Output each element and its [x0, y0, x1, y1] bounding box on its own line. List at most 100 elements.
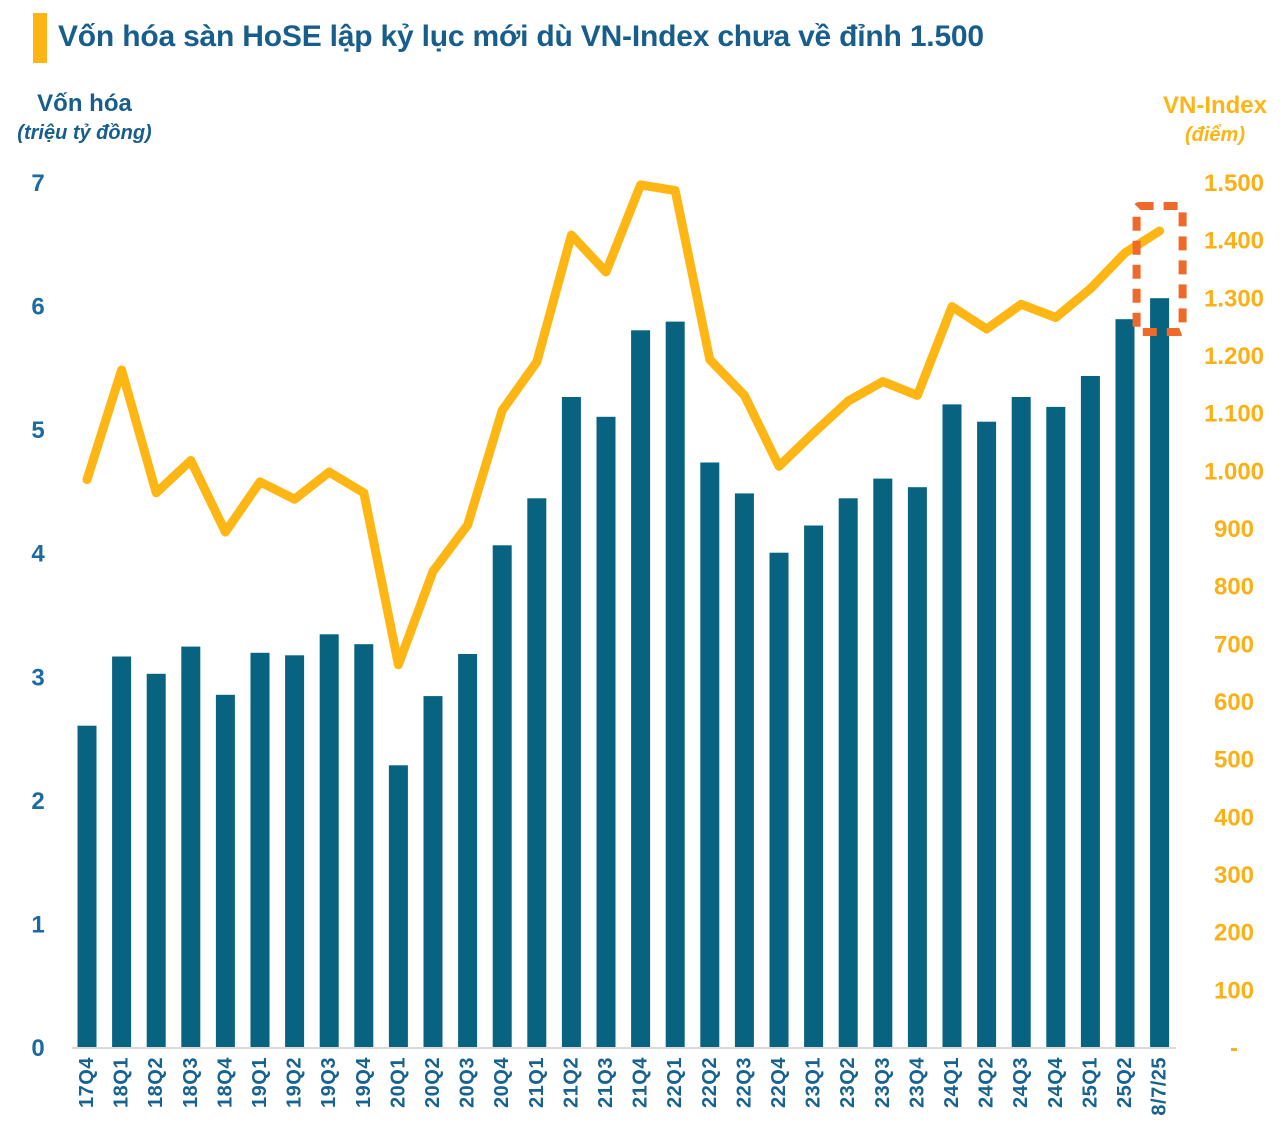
x-axis-labels: 17Q4 18Q1 18Q2 18Q3 18Q4 19Q1 19Q2 19Q3 19Q4 20Q1… [76, 1057, 1171, 1116]
bar-21Q3 [596, 416, 616, 1047]
x-label-17Q4: 17Q4 [76, 1057, 98, 1108]
left-axis-header: Vốn hóa (triệu tỷ đồng) [2, 88, 167, 147]
right-tick-500: 500 [1214, 747, 1254, 774]
left-axis-subtitle: (triệu tỷ đồng) [17, 122, 152, 145]
left-tick-4: 4 [31, 541, 45, 568]
x-label-25Q1: 25Q1 [1079, 1057, 1101, 1108]
left-tick-1: 1 [31, 911, 44, 938]
right-axis-subtitle: (điểm) [1185, 124, 1245, 147]
left-axis-ticks: 7 6 5 4 3 2 1 0 [31, 170, 45, 1062]
page-title: Vốn hóa sàn HoSE lập kỷ lục mới dù VN-In… [58, 20, 984, 53]
bar-20Q2 [423, 696, 443, 1047]
x-label-22Q3: 22Q3 [733, 1057, 755, 1108]
bar-21Q1 [527, 498, 547, 1047]
bar-22Q3 [734, 493, 754, 1047]
x-label-23Q2: 23Q2 [837, 1057, 859, 1108]
x-label-24Q4: 24Q4 [1045, 1057, 1067, 1108]
x-label-19Q2: 19Q2 [284, 1057, 306, 1108]
x-label-18Q1: 18Q1 [111, 1057, 133, 1108]
x-label-20Q1: 20Q1 [387, 1057, 409, 1108]
left-tick-6: 6 [31, 294, 44, 321]
bar-21Q2 [561, 397, 581, 1047]
right-tick-1.300: 1.300 [1204, 285, 1264, 312]
bar-22Q4 [769, 552, 789, 1047]
right-tick-1.400: 1.400 [1204, 228, 1264, 255]
x-label-20Q4: 20Q4 [491, 1057, 513, 1108]
x-label-22Q1: 22Q1 [664, 1057, 686, 1108]
bar-20Q3 [458, 654, 478, 1047]
right-tick-900: 900 [1214, 516, 1254, 543]
bar-17Q4 [77, 725, 97, 1047]
bar-19Q1 [250, 652, 270, 1047]
bar-21Q4 [631, 330, 651, 1047]
right-tick-700: 700 [1214, 631, 1254, 658]
bar-19Q2 [285, 655, 305, 1047]
bar-25Q1 [1080, 376, 1100, 1047]
bar-20Q1 [388, 765, 408, 1047]
vnindex-line [82, 180, 1165, 670]
x-label-18Q3: 18Q3 [180, 1057, 202, 1108]
bar-24Q3 [1011, 397, 1031, 1047]
left-tick-2: 2 [31, 788, 44, 815]
bar-18Q3 [181, 646, 201, 1047]
left-tick-3: 3 [31, 664, 44, 691]
right-tick-1.000: 1.000 [1204, 458, 1264, 485]
bar-24Q4 [1046, 406, 1066, 1047]
bars-series [77, 298, 1170, 1048]
bar-23Q4 [907, 487, 927, 1047]
right-tick-1.500: 1.500 [1204, 170, 1264, 197]
right-axis-ticks: 1.500 1.400 1.300 1.200 1.100 1.000 900 800 700 6… [1204, 170, 1264, 1062]
x-label-21Q3: 21Q3 [595, 1057, 617, 1108]
right-tick-300: 300 [1214, 862, 1254, 889]
x-label-19Q1: 19Q1 [249, 1057, 271, 1108]
left-tick-5: 5 [31, 417, 44, 444]
right-tick-800: 800 [1214, 574, 1254, 601]
bar-23Q1 [804, 525, 824, 1047]
bar-23Q3 [873, 478, 893, 1048]
title-accent-bar [33, 13, 47, 63]
x-label-23Q3: 23Q3 [872, 1057, 894, 1108]
x-label-21Q2: 21Q2 [560, 1057, 582, 1108]
x-label-21Q4: 21Q4 [630, 1057, 652, 1108]
x-label-18Q2: 18Q2 [145, 1057, 167, 1108]
x-label-20Q2: 20Q2 [422, 1057, 444, 1108]
bar-23Q2 [838, 498, 858, 1047]
left-tick-7: 7 [31, 170, 44, 197]
left-axis-title: Vốn hóa [37, 90, 132, 117]
bar-19Q3 [319, 634, 339, 1047]
x-label-19Q4: 19Q4 [353, 1057, 375, 1108]
x-label-20Q3: 20Q3 [457, 1057, 479, 1108]
x-label-22Q2: 22Q2 [699, 1057, 721, 1108]
x-label-23Q1: 23Q1 [803, 1057, 825, 1108]
bar-18Q4 [215, 694, 235, 1047]
right-tick-1.100: 1.100 [1204, 401, 1264, 428]
x-label-8/7/25: 8/7/25 [1149, 1057, 1171, 1116]
right-axis-title: VN-Index [1162, 92, 1267, 119]
highlight-box [1132, 202, 1187, 336]
bar-18Q2 [146, 673, 166, 1047]
bar-24Q2 [977, 421, 997, 1047]
x-label-21Q1: 21Q1 [526, 1057, 548, 1108]
left-tick-0: 0 [31, 1035, 44, 1062]
x-label-25Q2: 25Q2 [1114, 1057, 1136, 1108]
right-tick-600: 600 [1214, 689, 1254, 716]
bar-8/7/25 [1150, 298, 1170, 1047]
bar-20Q4 [492, 545, 512, 1047]
right-tick-100: 100 [1214, 977, 1254, 1004]
bar-24Q1 [942, 404, 962, 1047]
right-tick--: - [1230, 1035, 1238, 1062]
x-label-22Q4: 22Q4 [768, 1057, 790, 1108]
x-label-24Q1: 24Q1 [941, 1057, 963, 1108]
x-label-24Q2: 24Q2 [976, 1057, 998, 1108]
right-tick-200: 200 [1214, 920, 1254, 947]
right-tick-400: 400 [1214, 804, 1254, 831]
bar-22Q2 [700, 462, 720, 1047]
bar-25Q2 [1115, 319, 1135, 1047]
bar-18Q1 [112, 656, 132, 1047]
bar-19Q4 [354, 644, 374, 1047]
x-label-19Q3: 19Q3 [318, 1057, 340, 1108]
x-label-24Q3: 24Q3 [1010, 1057, 1032, 1108]
x-label-23Q4: 23Q4 [906, 1057, 928, 1108]
